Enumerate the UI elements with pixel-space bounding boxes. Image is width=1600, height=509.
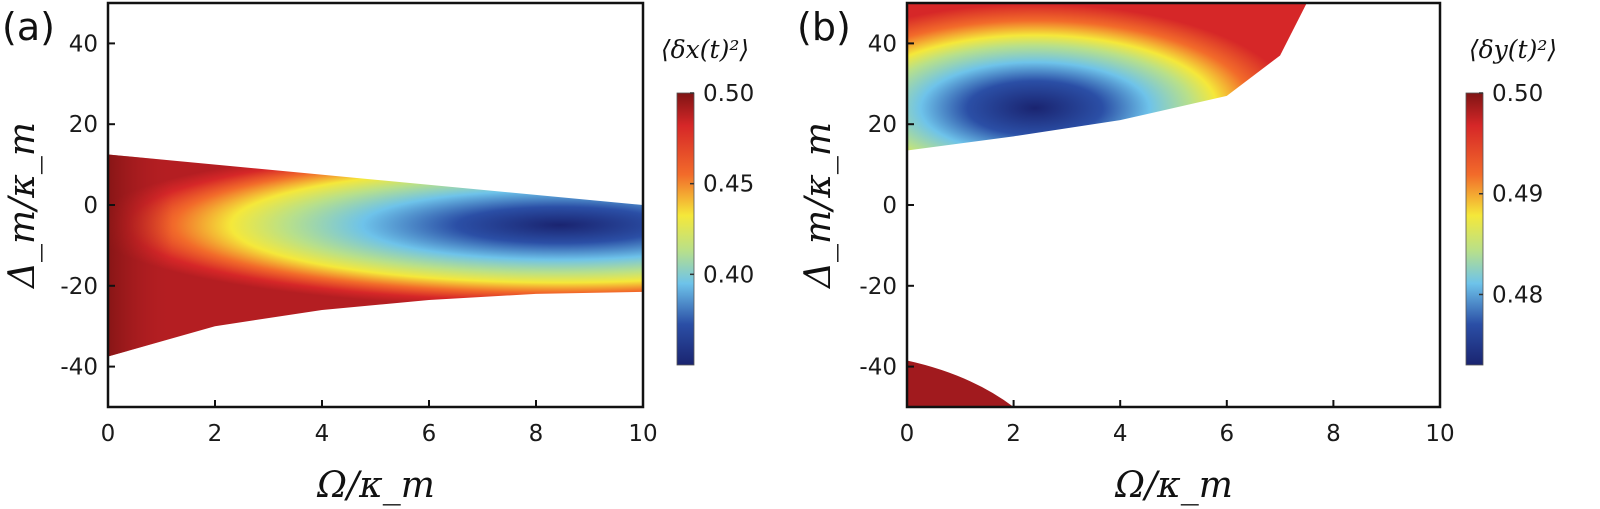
- panel-b-ticks: 0 2 4 6 8 10 40 20 0 -20 -40: [859, 31, 1454, 447]
- colorbar-tick-label: 0.50: [703, 81, 754, 107]
- panel-b-colorbar-title: ⟨δy(t)²⟩: [1469, 35, 1557, 64]
- x-tick-label: 10: [628, 421, 657, 447]
- panel-b-xlabel: Ω/κ_m: [1114, 465, 1233, 506]
- x-tick-label: 8: [1326, 421, 1341, 447]
- x-tick-label: 2: [1006, 421, 1021, 447]
- y-tick-label: 0: [882, 193, 897, 219]
- colorbar-tick-label: 0.45: [703, 172, 754, 198]
- y-tick-label: -20: [60, 274, 98, 300]
- colorbar-tick-label: 0.40: [703, 262, 754, 288]
- panel-a-colorbar-ticks: 0.50 0.45 0.40: [690, 81, 754, 288]
- y-tick-label: 40: [868, 31, 897, 57]
- panel-a: 0 2 4 6 8 10 40 20 0 -20 -40 (a) Ω/κ_m Δ_m/κ_m ⟨δx…: [2, 1, 754, 506]
- panel-b: 0 2 4 6 8 10 40 20 0 -20 -40 (b) Ω/κ_m Δ_m/κ_m ⟨δy…: [797, 1, 1557, 506]
- y-tick-label: -20: [859, 274, 897, 300]
- x-tick-label: 6: [422, 421, 437, 447]
- panel-a-colorbar-title: ⟨δx(t)²⟩: [661, 35, 749, 64]
- x-tick-label: 2: [208, 421, 223, 447]
- colorbar-tick-label: 0.48: [1492, 282, 1543, 308]
- colorbar-tick-label: 0.50: [1492, 81, 1543, 107]
- y-tick-label: 40: [69, 31, 98, 57]
- panel-b-heatmap-region: [907, 3, 1307, 151]
- panel-a-xlabel: Ω/κ_m: [316, 465, 435, 506]
- panel-b-ylabel: Δ_m/κ_m: [798, 122, 839, 290]
- panel-b-colorbar: [1465, 92, 1484, 366]
- x-tick-label: 0: [900, 421, 915, 447]
- x-tick-label: 4: [315, 421, 330, 447]
- panel-b-label: (b): [797, 5, 851, 49]
- panel-a-heatmap-edge-shade: [108, 154, 643, 357]
- y-tick-label: -40: [60, 355, 98, 381]
- x-tick-label: 10: [1425, 421, 1454, 447]
- colorbar-tick-label: 0.49: [1492, 182, 1543, 208]
- panel-a-colorbar: [676, 92, 695, 366]
- y-tick-label: 20: [69, 112, 98, 138]
- x-tick-label: 8: [529, 421, 544, 447]
- panel-b-colorbar-ticks: 0.50 0.49 0.48: [1479, 81, 1543, 308]
- y-tick-label: -40: [859, 355, 897, 381]
- panel-b-corner-region: [907, 360, 1014, 407]
- x-tick-label: 6: [1219, 421, 1234, 447]
- y-tick-label: 20: [868, 112, 897, 138]
- y-tick-label: 0: [83, 193, 98, 219]
- x-tick-label: 0: [101, 421, 116, 447]
- panel-a-label: (a): [2, 5, 55, 49]
- x-tick-label: 4: [1113, 421, 1128, 447]
- panel-a-ylabel: Δ_m/κ_m: [2, 122, 43, 290]
- panel-a-ticks: 0 2 4 6 8 10 40 20 0 -20 -40: [60, 31, 657, 447]
